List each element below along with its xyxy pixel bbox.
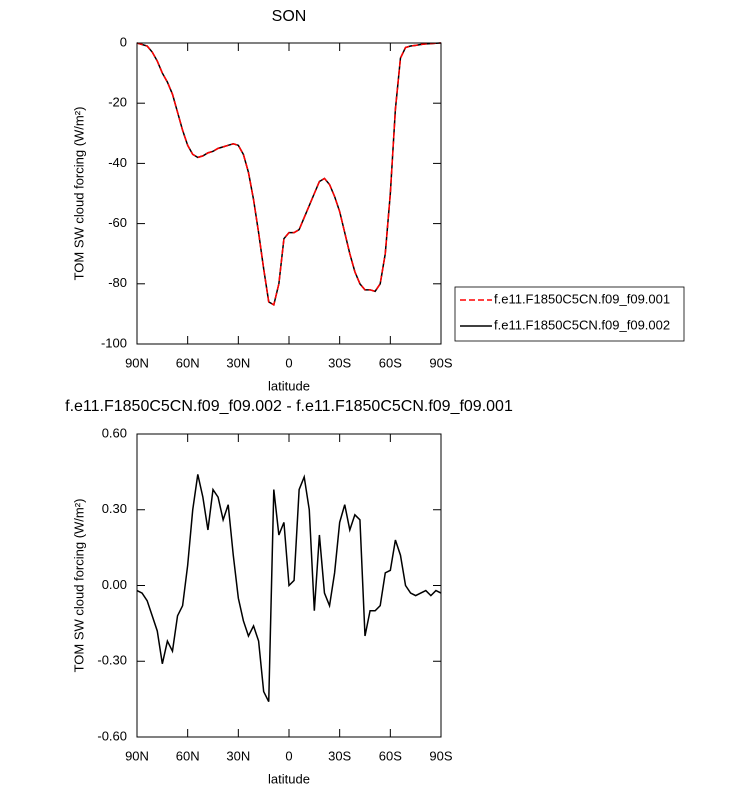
y-tick-label: 0.60 [102,425,127,440]
y-tick-label: -100 [101,335,127,350]
x-tick-label: 90S [429,355,452,370]
y-tick-label: -40 [108,155,127,170]
y-tick-label: -60 [108,215,127,230]
y-axis-label: TOM SW cloud forcing (W/m²) [71,107,86,281]
x-tick-label: 90S [429,748,452,763]
x-tick-label: 60S [379,748,402,763]
y-axis-label: TOM SW cloud forcing (W/m²) [71,499,86,673]
y-tick-label: 0 [120,34,127,49]
plot-frame [136,42,442,345]
x-axis-label: latitude [268,771,310,786]
series-line [136,42,442,307]
legend-label: f.e11.F1850C5CN.f09_f09.002 [494,317,670,332]
plot-frame [136,433,442,738]
y-tick-label: 0.30 [102,501,127,516]
x-tick-label: 0 [285,748,292,763]
x-tick-label: 30S [328,748,351,763]
y-tick-label: 0.00 [102,577,127,592]
series-line [136,474,442,702]
x-tick-label: 30S [328,355,351,370]
x-tick-label: 0 [285,355,292,370]
x-tick-label: 60N [176,748,200,763]
y-tick-label: -20 [108,95,127,110]
chart-title: SON [272,8,307,25]
x-tick-label: 60S [379,355,402,370]
series-line [136,42,442,307]
legend-box [454,286,685,342]
x-tick-label: 90N [125,355,149,370]
x-axis-label: latitude [268,378,310,393]
chart-title: f.e11.F1850C5CN.f09_f09.002 - f.e11.F185… [65,398,513,415]
legend-label: f.e11.F1850C5CN.f09_f09.001 [494,291,670,306]
y-tick-label: -0.60 [97,728,127,743]
x-tick-label: 90N [125,748,149,763]
y-tick-label: -80 [108,275,127,290]
x-tick-label: 30N [226,355,250,370]
x-tick-label: 30N [226,748,250,763]
y-tick-label: -0.30 [97,653,127,668]
x-tick-label: 60N [176,355,200,370]
